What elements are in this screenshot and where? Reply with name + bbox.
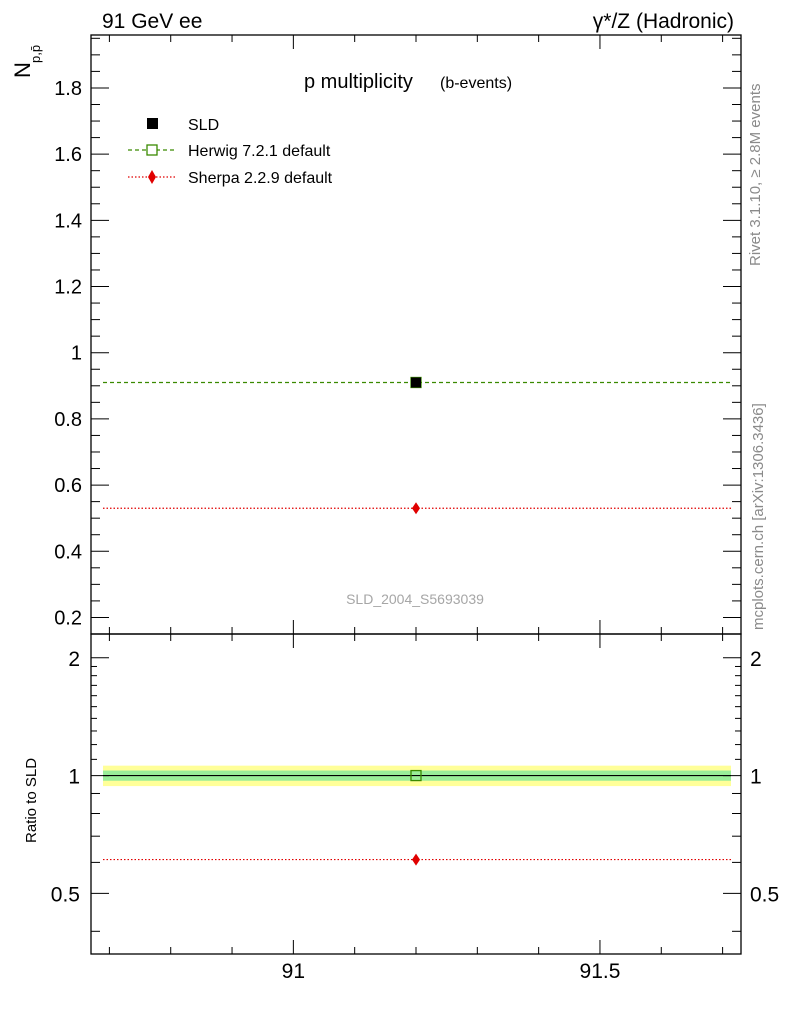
ratio-y-tick-label-right: 0.5 [750, 883, 779, 906]
ratio-plot-marks [103, 765, 731, 866]
legend: SLD Herwig 7.2.1 default Sherpa 2.2.9 de… [128, 117, 333, 187]
ratio-panel: Ratio to SLD 0.5 0.5 1 1 2 2 91 91.5 [23, 633, 779, 983]
ratio-y-tick-label-left: 2 [68, 648, 80, 671]
ratio-y-tick-label-right: 2 [750, 648, 762, 671]
chart-subtitle: (b-events) [440, 75, 512, 92]
y-tick-label: 0.4 [54, 541, 82, 563]
y-tick-label: 1.2 [54, 277, 82, 299]
y-tick-label: 1.6 [54, 144, 82, 166]
y-tick-label: 1.4 [54, 210, 82, 232]
header-left: 91 GeV ee [102, 10, 202, 33]
sld-point [411, 377, 421, 388]
x-tick-label: 91.5 [580, 960, 621, 983]
y-axis-label-main: N [10, 62, 35, 78]
mcplots-label: mcplots.cern.ch [arXiv:1306.3436] [750, 403, 767, 630]
chart-title: p multiplicity [304, 71, 413, 93]
legend-herwig-label: Herwig 7.2.1 default [188, 143, 331, 160]
y-tick-label: 1 [71, 343, 82, 365]
ratio-y-tick-label-right: 1 [750, 766, 762, 789]
y-tick-label: 0.2 [54, 607, 82, 629]
x-tick-label: 91 [282, 960, 305, 983]
legend-sld-label: SLD [188, 117, 219, 134]
ratio-y-tick-label-left: 0.5 [51, 883, 80, 906]
y-tick-label: 0.6 [54, 475, 82, 497]
sherpa-point [412, 502, 420, 515]
main-plot-marks [103, 376, 731, 515]
legend-sherpa-marker [148, 170, 156, 184]
ratio-sherpa-point [412, 853, 420, 866]
ratio-y-ticks: 0.5 0.5 1 1 2 2 [51, 648, 779, 932]
legend-sld-marker [147, 118, 158, 129]
main-y-ticks: 0.2 0.4 0.6 0.8 1 1.2 1.4 1.6 1.8 [54, 37, 741, 635]
legend-herwig-marker [146, 144, 158, 156]
y-tick-label: 0.8 [54, 409, 82, 431]
ratio-x-ticks: 91 91.5 [108, 634, 724, 983]
main-panel: p multiplicity (b-events) N p,p̄ SLD_200… [10, 34, 742, 635]
watermark: SLD_2004_S5693039 [346, 591, 484, 607]
y-tick-label: 1.8 [54, 78, 82, 100]
ratio-herwig-point [410, 769, 422, 782]
main-x-ticks [108, 35, 724, 634]
y-axis-label-sub: p,p̄ [28, 45, 43, 63]
ratio-frame [90, 633, 742, 955]
rivet-label: Rivet 3.1.10, ≥ 2.8M events [747, 84, 764, 267]
ratio-y-axis-label: Ratio to SLD [23, 758, 40, 843]
ratio-y-tick-label-left: 1 [68, 766, 80, 789]
header-right: γ*/Z (Hadronic) [593, 10, 734, 33]
legend-sherpa-label: Sherpa 2.2.9 default [188, 170, 333, 187]
